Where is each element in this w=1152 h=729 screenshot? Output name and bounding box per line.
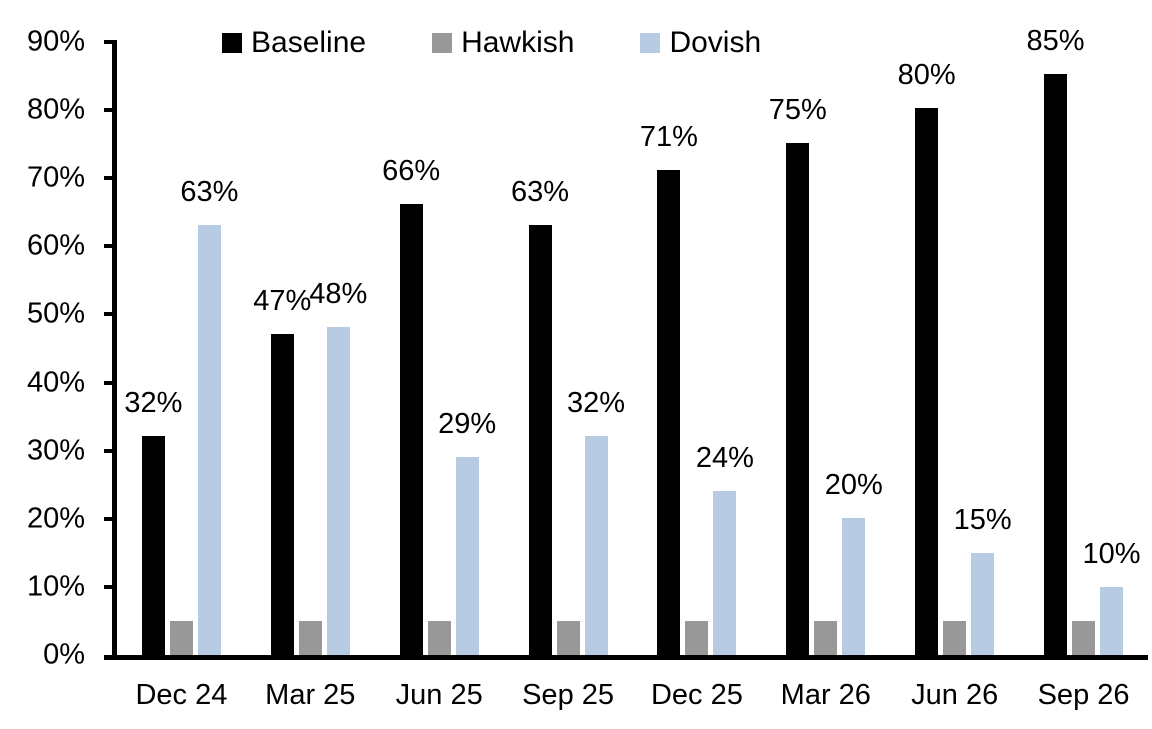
y-tick-mark	[104, 584, 117, 589]
x-axis-label-mar-25: Mar 25	[265, 679, 356, 711]
y-axis-line	[112, 40, 117, 660]
y-tick-label: 30%	[26, 434, 85, 467]
bar-baseline-sep-25: 63%	[511, 177, 569, 655]
bar-group-dec-24: 32% 63%	[117, 40, 246, 655]
y-tick-mark	[104, 40, 117, 44]
bar-value-label: 20%	[824, 469, 883, 502]
bar-dovish-mar-26: 20%	[825, 471, 883, 655]
bar-dovish-mar-25: 48%	[309, 280, 367, 655]
legend-label-hawkish: Hawkish	[461, 26, 575, 59]
x-axis-label-dec-24: Dec 24	[135, 679, 228, 711]
bar-value-label: 66%	[382, 155, 441, 187]
legend-item-hawkish: Hawkish	[432, 28, 574, 58]
y-tick-mark	[104, 244, 117, 249]
x-axis-label-jun-26: Jun 26	[911, 679, 999, 711]
x-axis-labels: Dec 24 Mar 25 Jun 25 Sep 25 Dec 25 Mar 26 Jun …	[117, 681, 1148, 710]
y-tick-label: 50%	[26, 297, 85, 330]
bar-dovish-jun-25: 29%	[438, 409, 496, 655]
y-tick-label: 0%	[43, 638, 85, 671]
bar-value-label: 80%	[897, 59, 956, 92]
bar-group-jun-26: 80% 15%	[890, 40, 1019, 655]
x-axis-label-sep-25: Sep 25	[522, 679, 615, 711]
bar-group-sep-26: 85% 10%	[1019, 27, 1148, 655]
bar-value-label: 63%	[180, 175, 239, 208]
y-tick-mark	[104, 448, 117, 453]
legend-label-dovish: Dovish	[669, 26, 762, 59]
bar-hawkish-mar-26	[814, 620, 838, 655]
bar-value-label: 10%	[1082, 537, 1141, 570]
bar-dovish-sep-25: 32%	[567, 389, 625, 655]
y-tick-label: 10%	[26, 570, 85, 603]
bar-baseline-jun-26: 80%	[898, 61, 956, 655]
y-tick-label: 20%	[26, 502, 85, 535]
bar-hawkish-dec-24	[169, 620, 193, 655]
bar-dovish-dec-25: 24%	[696, 444, 754, 655]
bar-group-mar-26: 75% 20%	[761, 40, 890, 655]
baseline-swatch-icon	[222, 33, 242, 53]
bar-baseline-dec-25: 71%	[640, 122, 698, 655]
bar-value-label: 75%	[768, 93, 827, 126]
bar-value-label: 32%	[124, 387, 183, 420]
bar-group-mar-25: 47% 48%	[246, 40, 375, 655]
y-tick-mark	[104, 108, 117, 113]
y-tick-label: 60%	[26, 229, 85, 262]
legend-item-dovish: Dovish	[640, 28, 761, 58]
y-tick-label: 80%	[26, 93, 85, 126]
bar-value-label: 85%	[1026, 25, 1085, 58]
x-axis-label-sep-26: Sep 26	[1037, 679, 1130, 711]
bar-hawkish-sep-25	[556, 620, 580, 655]
bar-baseline-dec-24: 32%	[124, 389, 182, 655]
y-tick-label: 90%	[26, 25, 85, 58]
bar-hawkish-dec-25	[685, 620, 709, 655]
y-tick-mark	[104, 380, 117, 385]
bar-group-dec-25: 71% 24%	[633, 40, 762, 655]
bar-value-label: 24%	[695, 442, 754, 474]
bar-baseline-jun-25: 66%	[382, 157, 440, 655]
bar-value-label: 48%	[309, 278, 368, 310]
bar-value-label: 29%	[438, 407, 497, 440]
bar-hawkish-mar-25	[298, 620, 322, 655]
y-tick-mark	[104, 312, 117, 317]
dovish-swatch-icon	[640, 33, 661, 53]
legend-label-baseline: Baseline	[251, 26, 367, 59]
bar-group-jun-25: 66% 29%	[375, 40, 504, 655]
x-axis-line	[104, 655, 1148, 660]
x-axis-label-dec-25: Dec 25	[650, 679, 743, 711]
bar-group-sep-25: 63% 32%	[504, 40, 633, 655]
bar-hawkish-sep-26	[1072, 620, 1096, 655]
bar-value-label: 71%	[639, 120, 698, 153]
hawkish-swatch-icon	[432, 33, 453, 53]
bar-baseline-sep-26: 85%	[1027, 27, 1085, 655]
x-axis-label-jun-25: Jun 25	[395, 679, 483, 711]
bar-baseline-mar-25: 47%	[253, 286, 311, 655]
y-tick-label: 40%	[26, 366, 85, 399]
bar-hawkish-jun-25	[427, 620, 451, 655]
bar-value-label: 63%	[511, 175, 570, 208]
legend-item-baseline: Baseline	[222, 28, 366, 58]
y-tick-mark	[104, 176, 117, 181]
bar-baseline-mar-26: 75%	[769, 95, 827, 655]
bar-dovish-sep-26: 10%	[1083, 539, 1141, 655]
y-tick-mark	[104, 516, 117, 521]
bar-hawkish-jun-26	[943, 620, 967, 655]
bar-value-label: 32%	[567, 387, 626, 420]
y-tick-label: 70%	[26, 161, 85, 194]
bar-value-label: 47%	[253, 284, 312, 317]
plot-area: 32% 63% 47% 48% 66% 29% 63% 32% 71% 24% 75% 20% 80% 1…	[117, 27, 1148, 655]
legend: Baseline Hawkish Dovish	[222, 28, 761, 58]
x-axis-label-mar-26: Mar 26	[780, 679, 871, 711]
bar-dovish-dec-24: 63%	[180, 177, 238, 655]
bar-value-label: 15%	[953, 503, 1012, 536]
bar-dovish-jun-26: 15%	[954, 505, 1012, 655]
